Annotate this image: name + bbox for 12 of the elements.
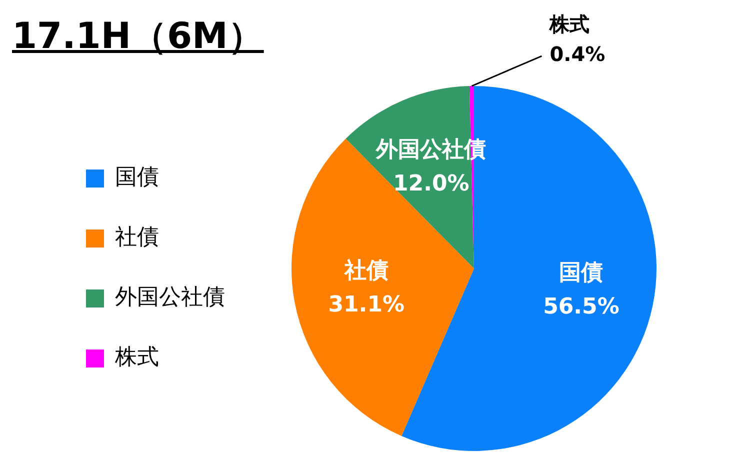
data-label: 31.1% — [328, 292, 405, 318]
slice-label: 社債 — [343, 258, 388, 284]
legend-label: 外国公社債 — [115, 285, 225, 310]
chart-title: 17.1H（6M） — [12, 15, 264, 59]
legend-label: 株式 — [114, 345, 159, 370]
data-label: 56.5% — [543, 294, 620, 320]
slice-label: 国債 — [559, 260, 604, 286]
data-label: 12.0% — [392, 171, 470, 196]
legend-label: 社債 — [115, 225, 159, 250]
legend-label: 国債 — [115, 165, 159, 190]
data-label: 0.4% — [550, 42, 606, 66]
slice-label: 株式 — [548, 12, 590, 36]
